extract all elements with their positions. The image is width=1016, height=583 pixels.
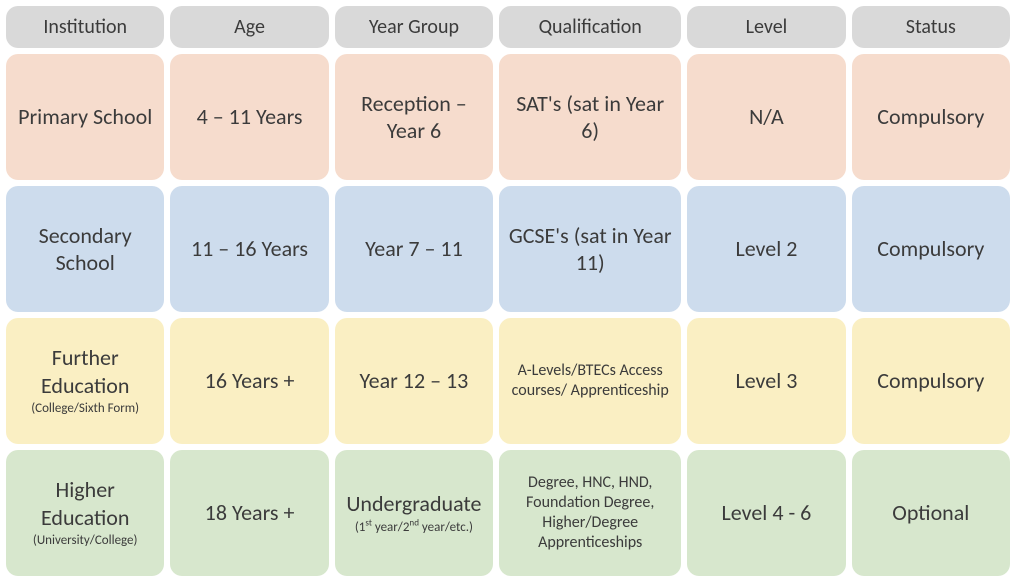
cell-main-text: Reception – Year 6 — [343, 90, 485, 145]
cell-main-text: 16 Years + — [205, 367, 295, 395]
header-label: Year Group — [369, 15, 459, 40]
cell-main-text: Level 3 — [735, 367, 797, 395]
cell-sub-text: (College/Sixth Form) — [31, 401, 139, 417]
cell-level: Level 2 — [687, 186, 845, 312]
cell-sub-text: (University/College) — [33, 533, 138, 549]
cell-status: Optional — [852, 450, 1010, 576]
cell-level: N/A — [687, 54, 845, 180]
cell-institution: Further Education (College/Sixth Form) — [6, 318, 164, 444]
column-header-status: Status — [852, 6, 1010, 48]
cell-status: Compulsory — [852, 318, 1010, 444]
cell-main-text: Higher Education — [14, 476, 156, 531]
cell-main-text: 11 – 16 Years — [191, 235, 308, 263]
header-label: Level — [746, 15, 788, 40]
cell-age: 4 – 11 Years — [170, 54, 328, 180]
cell-main-text: 4 – 11 Years — [197, 103, 303, 131]
cell-year_group: Year 7 – 11 — [335, 186, 493, 312]
column-header-institution: Institution — [6, 6, 164, 48]
cell-institution: Higher Education (University/College) — [6, 450, 164, 576]
cell-sub-text: (1st year/2nd year/etc.) — [355, 520, 473, 536]
cell-main-text: 18 Years + — [205, 499, 295, 527]
cell-main-text: Primary School — [18, 103, 152, 131]
cell-level: Level 3 — [687, 318, 845, 444]
cell-year_group: Reception – Year 6 — [335, 54, 493, 180]
cell-main-text: A-Levels/BTECs Access courses/ Apprentic… — [507, 361, 673, 401]
cell-year_group: Year 12 – 13 — [335, 318, 493, 444]
cell-institution: Secondary School — [6, 186, 164, 312]
cell-main-text: Level 4 - 6 — [722, 499, 812, 527]
cell-status: Compulsory — [852, 54, 1010, 180]
cell-main-text: Degree, HNC, HND, Foundation Degree, Hig… — [507, 473, 673, 553]
cell-qualification: A-Levels/BTECs Access courses/ Apprentic… — [499, 318, 681, 444]
cell-age: 11 – 16 Years — [170, 186, 328, 312]
education-stages-table: Institution Age Year Group Qualification Lev… — [6, 6, 1010, 576]
column-header-qualification: Qualification — [499, 6, 681, 48]
cell-status: Compulsory — [852, 186, 1010, 312]
cell-main-text: Level 2 — [735, 235, 797, 263]
cell-qualification: GCSE's (sat in Year 11) — [499, 186, 681, 312]
cell-main-text: Year 12 – 13 — [360, 367, 469, 395]
header-label: Institution — [43, 15, 127, 40]
cell-main-text: Compulsory — [877, 367, 984, 395]
cell-level: Level 4 - 6 — [687, 450, 845, 576]
header-label: Status — [906, 15, 956, 40]
cell-main-text: Secondary School — [14, 222, 156, 277]
cell-main-text: Year 7 – 11 — [365, 235, 463, 263]
header-label: Age — [234, 15, 265, 40]
cell-main-text: Undergraduate — [346, 490, 481, 518]
cell-main-text: Compulsory — [877, 103, 984, 131]
cell-main-text: Compulsory — [877, 235, 984, 263]
column-header-level: Level — [687, 6, 845, 48]
cell-qualification: Degree, HNC, HND, Foundation Degree, Hig… — [499, 450, 681, 576]
header-label: Qualification — [539, 15, 642, 40]
column-header-age: Age — [170, 6, 328, 48]
cell-main-text: Further Education — [14, 344, 156, 399]
cell-age: 16 Years + — [170, 318, 328, 444]
cell-qualification: SAT's (sat in Year 6) — [499, 54, 681, 180]
cell-main-text: GCSE's (sat in Year 11) — [507, 222, 673, 277]
cell-main-text: N/A — [749, 103, 784, 131]
cell-year_group: Undergraduate (1st year/2nd year/etc.) — [335, 450, 493, 576]
cell-main-text: Optional — [892, 499, 969, 527]
cell-main-text: SAT's (sat in Year 6) — [507, 90, 673, 145]
column-header-year_group: Year Group — [335, 6, 493, 48]
cell-age: 18 Years + — [170, 450, 328, 576]
cell-institution: Primary School — [6, 54, 164, 180]
